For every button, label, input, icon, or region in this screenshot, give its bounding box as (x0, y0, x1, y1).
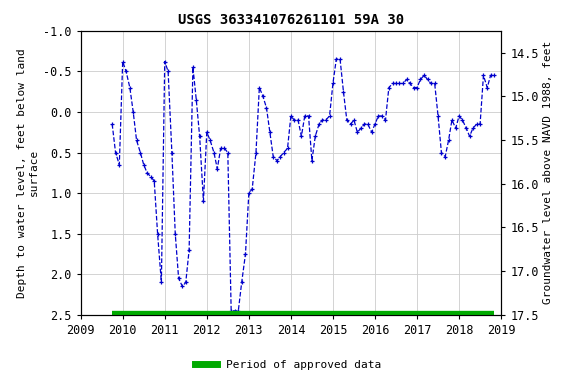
Y-axis label: Depth to water level, feet below land
surface: Depth to water level, feet below land su… (17, 48, 39, 298)
Legend: Period of approved data: Period of approved data (191, 356, 385, 375)
Title: USGS 363341076261101 59A 30: USGS 363341076261101 59A 30 (178, 13, 404, 27)
Y-axis label: Groundwater level above NAVD 1988, feet: Groundwater level above NAVD 1988, feet (543, 41, 553, 305)
